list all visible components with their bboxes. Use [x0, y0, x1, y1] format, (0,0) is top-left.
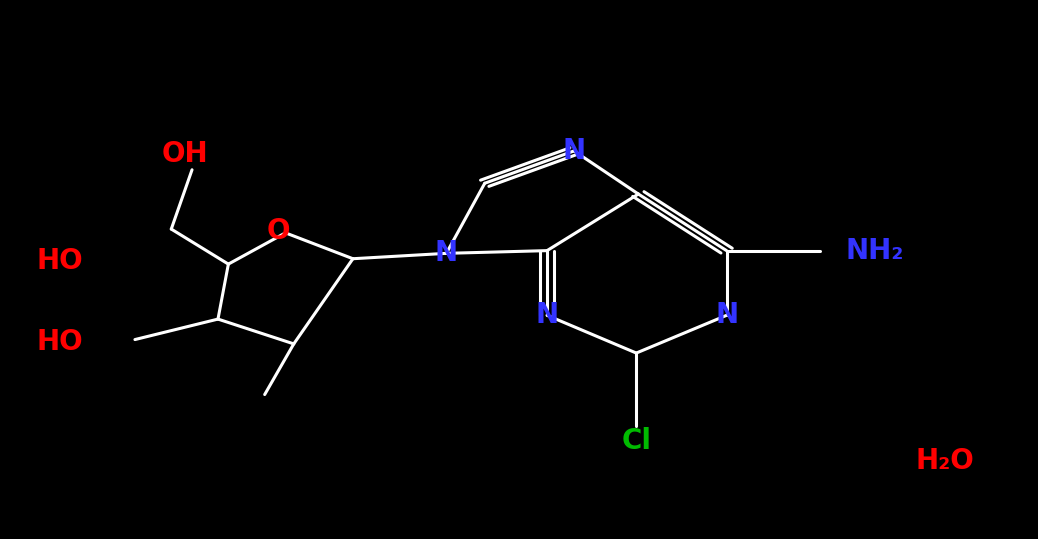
Text: N: N — [435, 239, 458, 267]
Text: N: N — [536, 301, 558, 329]
Text: HO: HO — [36, 328, 83, 356]
Text: OH: OH — [162, 140, 208, 168]
Text: N: N — [715, 301, 738, 329]
Text: HO: HO — [36, 247, 83, 275]
Text: N: N — [563, 137, 585, 165]
Text: Cl: Cl — [622, 427, 651, 455]
Text: O: O — [267, 217, 290, 245]
Text: H₂O: H₂O — [916, 447, 974, 475]
Text: NH₂: NH₂ — [846, 237, 904, 265]
